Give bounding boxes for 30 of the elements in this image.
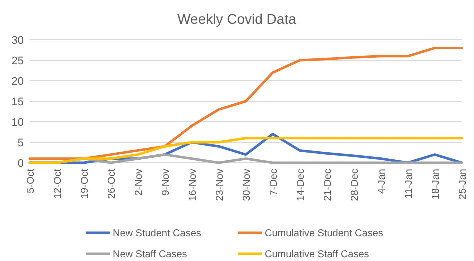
x-tick-label: 28-Dec — [350, 169, 361, 202]
x-tick-label: 14-Dec — [296, 169, 307, 202]
x-tick-label: 16-Nov — [188, 169, 199, 202]
y-tick-label: 25 — [12, 55, 24, 68]
x-tick-label: 30-Nov — [242, 169, 253, 202]
x-tick-label: 11-Jan — [404, 169, 415, 199]
legend-label: Cumulative Student Cases — [265, 228, 384, 240]
x-tick-label: 21-Dec — [323, 169, 334, 202]
y-tick-label: 5 — [18, 137, 24, 150]
x-tick-label: 5-Oct — [26, 168, 37, 194]
x-tick-label: 7-Dec — [269, 169, 280, 196]
x-tick-label: 25-Jan — [458, 169, 469, 200]
x-tick-label: 2-Nov — [134, 169, 145, 196]
x-tick-label: 9-Nov — [161, 169, 172, 196]
x-tick-label: 4-Jan — [377, 169, 388, 194]
y-tick-label: 10 — [12, 116, 24, 129]
x-tick-label: 19-Oct — [80, 168, 91, 200]
x-tick-label: 18-Jan — [431, 169, 442, 200]
legend-label: New Student Cases — [113, 228, 202, 240]
y-tick-label: 15 — [12, 96, 24, 108]
x-tick-label: 23-Nov — [215, 169, 226, 202]
y-tick-label: 30 — [12, 34, 24, 47]
chart-title: Weekly Covid Data — [178, 11, 297, 27]
y-tick-label: 0 — [18, 158, 24, 170]
x-tick-label: 26-Oct — [107, 168, 118, 200]
line-series — [28, 46, 464, 160]
legend-label: New Staff Cases — [113, 250, 188, 260]
x-tick-label: 12-Oct — [53, 168, 64, 200]
legend-label: Cumulative Staff Cases — [265, 250, 370, 260]
y-tick-label: 20 — [12, 76, 24, 88]
